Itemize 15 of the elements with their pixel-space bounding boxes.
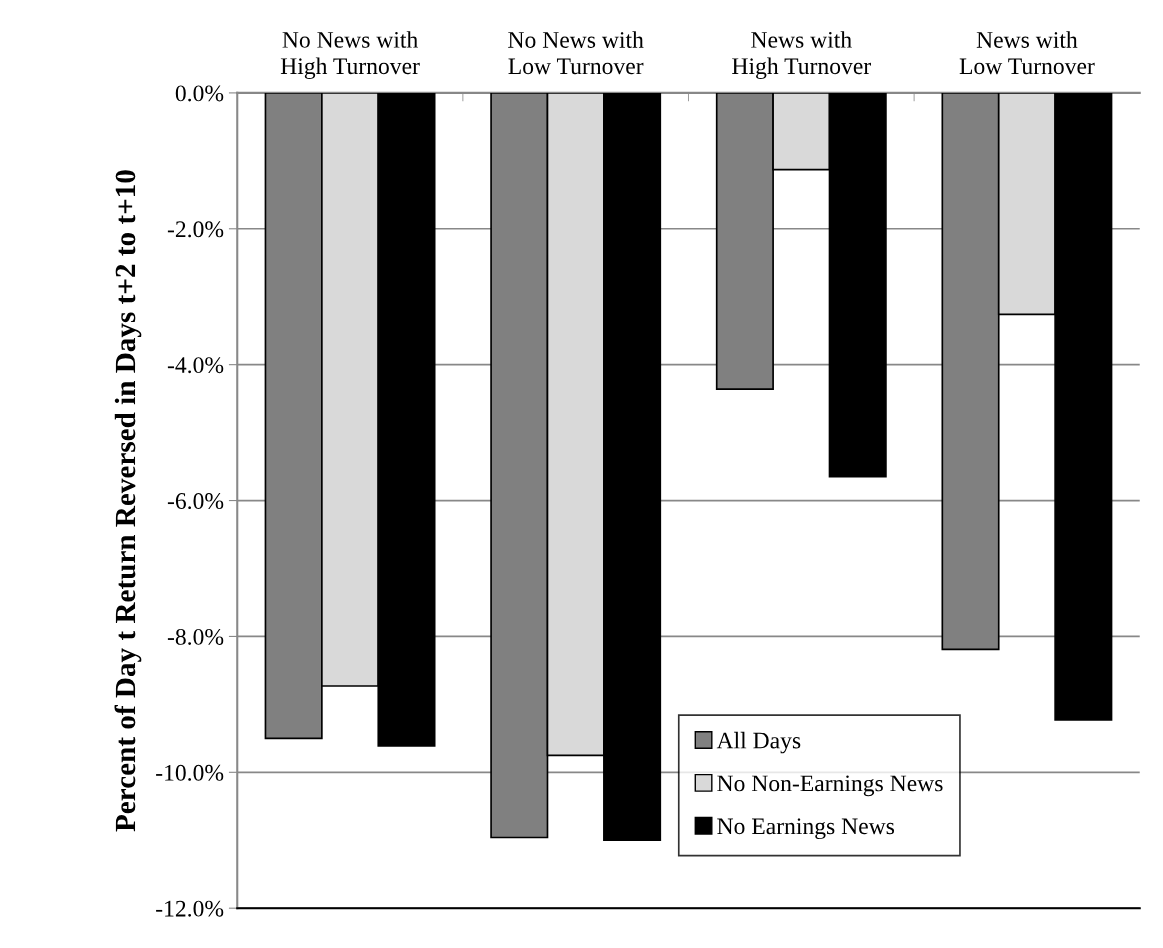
x-tick-label: News with Low Turnover bbox=[959, 31, 1095, 75]
y-tick-label: 0.0% bbox=[175, 85, 224, 102]
x-tick-label: No News with Low Turnover bbox=[508, 31, 644, 75]
legend-label: All Days bbox=[716, 731, 801, 754]
y-tick-label: -8.0% bbox=[167, 628, 224, 645]
y-tick-label: -4.0% bbox=[167, 357, 224, 374]
x-tick-label: News with High Turnover bbox=[732, 31, 871, 80]
y-tick-label: -6.0% bbox=[167, 493, 224, 510]
y-axis-title: Percent of Day t Return Reversed in Days t+2 to t+10 bbox=[114, 170, 142, 832]
legend-label: No Non-Earnings News bbox=[717, 775, 943, 797]
x-tick-label: No News with High Turnover bbox=[280, 31, 420, 80]
y-tick-label: -12.0% bbox=[156, 900, 224, 917]
y-tick-label: -10.0% bbox=[156, 764, 224, 781]
y-tick-label: -2.0% bbox=[167, 221, 224, 238]
legend-label: No Earnings News bbox=[717, 818, 895, 840]
